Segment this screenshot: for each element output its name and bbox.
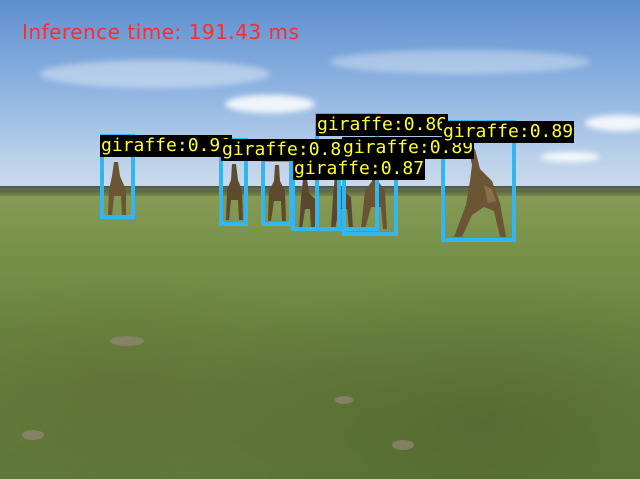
rock	[335, 396, 353, 404]
cloud	[225, 95, 315, 113]
giraffe-figure	[361, 165, 387, 229]
detection-label: giraffe:0.86	[316, 114, 449, 136]
cloud	[585, 115, 640, 131]
inference-time-label: Inference time: 191.43 ms	[22, 20, 300, 44]
cloud	[330, 50, 590, 74]
detection-label: giraffe:0.90	[100, 135, 233, 157]
rock	[392, 440, 414, 450]
giraffe-figure	[108, 162, 126, 216]
cloud	[540, 152, 600, 162]
detection-label: giraffe:0.89	[221, 139, 354, 161]
detection-box	[261, 158, 293, 226]
giraffe-figure	[268, 165, 286, 221]
detection-label: giraffe:0.89	[442, 121, 575, 143]
giraffe-figure	[454, 147, 506, 237]
detection-label: giraffe:0.89	[342, 137, 475, 159]
grass-field	[0, 190, 640, 479]
tree-line	[0, 186, 640, 196]
rock	[110, 336, 144, 346]
rock	[22, 430, 44, 440]
giraffe-figure	[226, 164, 243, 220]
detection-label: giraffe:0.87	[293, 158, 426, 180]
cloud	[40, 60, 270, 88]
